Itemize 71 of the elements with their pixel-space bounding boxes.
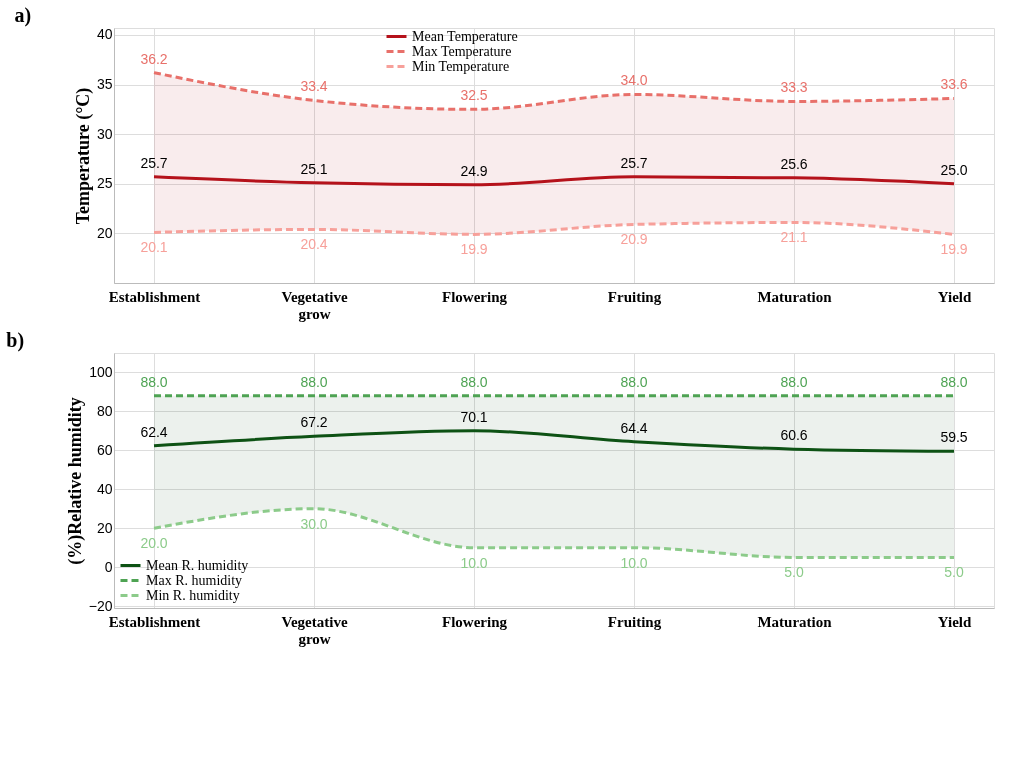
data-label: 32.5 — [460, 87, 488, 104]
legend-label: Mean Temperature — [412, 28, 518, 44]
legend-label: Min Temperature — [412, 58, 510, 74]
legend-label: Min R. humidity — [146, 587, 240, 603]
y-tick-label: 80 — [96, 402, 113, 419]
x-tick-label: Establishment — [108, 288, 201, 305]
x-tick-label: Flowering — [442, 613, 508, 630]
data-label: 67.2 — [300, 414, 328, 431]
data-label: 64.4 — [620, 419, 648, 436]
data-label: 33.6 — [940, 76, 968, 93]
data-label: 20.1 — [140, 239, 168, 256]
data-label: 62.4 — [140, 423, 168, 440]
data-label: 25.6 — [780, 155, 808, 172]
data-label: 60.6 — [780, 427, 808, 444]
data-label: 88.0 — [940, 373, 968, 390]
x-tick-label: Establishment — [108, 613, 201, 630]
data-label: 20.9 — [620, 231, 648, 248]
x-tick-label: Fruiting — [607, 613, 662, 630]
legend-label: Max R. humidity — [146, 572, 243, 588]
y-tick-label: 30 — [96, 125, 113, 142]
data-label: 36.2 — [140, 50, 168, 67]
x-tick-label: Flowering — [442, 288, 508, 305]
data-label: 25.7 — [620, 154, 648, 171]
data-label: 33.3 — [780, 79, 808, 96]
y-tick-label: 35 — [96, 76, 113, 93]
data-label: 33.4 — [300, 78, 328, 95]
data-label: 5.0 — [944, 564, 964, 581]
data-label: 24.9 — [460, 162, 488, 179]
data-label: 19.9 — [460, 241, 488, 258]
y-tick-label: 20 — [96, 519, 113, 536]
data-label: 88.0 — [140, 373, 168, 390]
data-label: 20.4 — [300, 236, 328, 253]
x-tick-label: Vegetative grow — [281, 613, 348, 647]
data-label: 34.0 — [620, 72, 648, 89]
legend-label: Max Temperature — [412, 43, 512, 59]
data-label: 88.0 — [460, 373, 488, 390]
y-tick-label: 40 — [96, 480, 113, 497]
chart-title: b) — [6, 329, 25, 352]
data-label: 25.0 — [940, 161, 968, 178]
y-axis-title: (%)Relative humidity — [64, 397, 86, 565]
data-label: 25.1 — [300, 160, 328, 177]
y-tick-label: 20 — [96, 224, 113, 241]
data-label: 10.0 — [620, 554, 648, 571]
data-label: 20.0 — [140, 535, 168, 552]
data-label: 59.5 — [940, 429, 968, 446]
data-label: 25.7 — [140, 154, 168, 171]
data-label: 19.9 — [940, 241, 968, 258]
chart-title: a) — [14, 3, 32, 27]
line-series — [152, 175, 956, 187]
x-tick-label: Fruiting — [607, 288, 662, 305]
legend-label: Mean R. humidity — [146, 557, 249, 573]
data-label: 88.0 — [780, 373, 808, 390]
y-tick-label: 100 — [89, 363, 113, 380]
x-tick-label: Maturation — [757, 288, 833, 305]
x-tick-label: Yield — [937, 288, 972, 305]
y-tick-label: 40 — [96, 26, 113, 43]
y-tick-label: 25 — [96, 175, 113, 192]
x-tick-label: Maturation — [757, 613, 833, 630]
data-label: 70.1 — [460, 408, 488, 425]
data-label: 30.0 — [300, 515, 328, 532]
data-label: 88.0 — [300, 373, 328, 390]
x-tick-label: Yield — [937, 613, 972, 630]
data-label: 5.0 — [784, 564, 804, 581]
y-tick-label: 0 — [104, 558, 113, 575]
y-tick-label: −20 — [88, 597, 113, 614]
x-tick-label: Vegetative grow — [281, 288, 348, 322]
data-label: 10.0 — [460, 554, 488, 571]
y-axis-title: Temperature (°C) — [72, 87, 94, 225]
data-label: 21.1 — [780, 229, 808, 246]
data-label: 88.0 — [620, 373, 648, 390]
y-tick-label: 60 — [96, 441, 113, 458]
